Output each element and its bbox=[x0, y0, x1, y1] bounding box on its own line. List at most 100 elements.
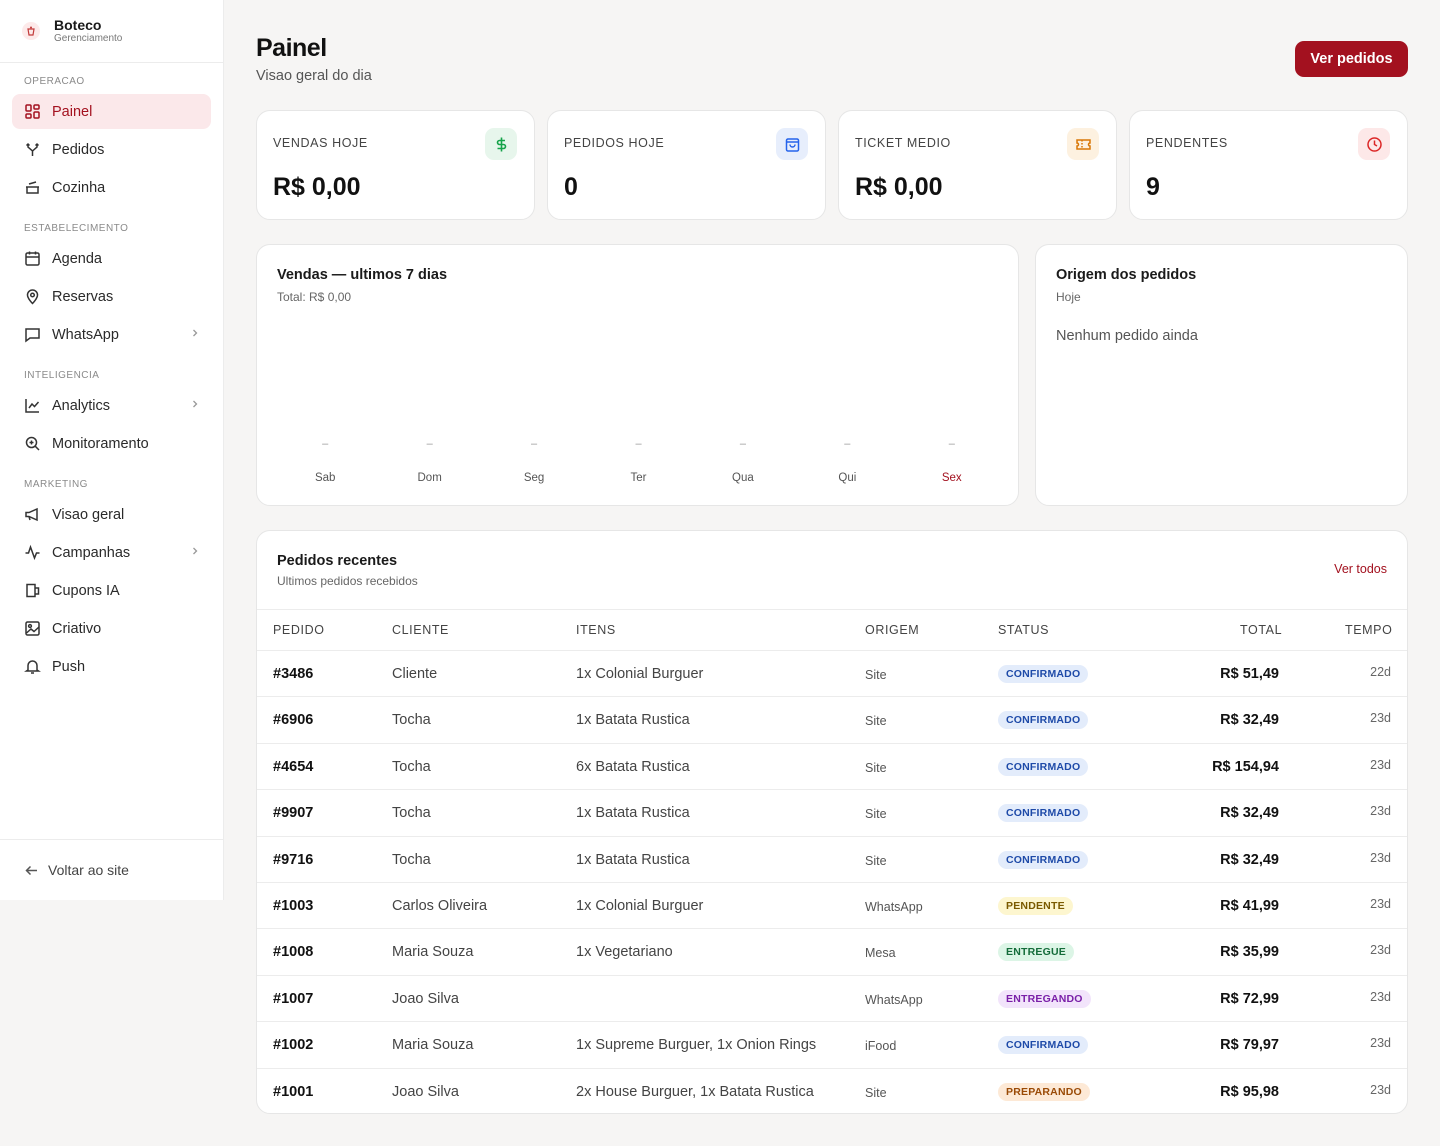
bell-icon bbox=[24, 658, 41, 675]
sales-bar-chart: – Sab – Dom – Seg – Ter – Qua – Qui – Sex bbox=[315, 438, 962, 484]
branch-icon bbox=[24, 141, 41, 158]
bar-value-label: – bbox=[844, 438, 851, 450]
x-tick-label: Dom bbox=[418, 472, 442, 484]
column-header-pedido[interactable]: PEDIDO bbox=[273, 623, 325, 637]
arrow-left-icon bbox=[25, 865, 37, 875]
table-row[interactable]: #6906 Tocha 1x Batata Rustica Site CONFIRMAD… bbox=[257, 697, 1407, 744]
sidebar-item-monitoramento[interactable]: Monitoramento bbox=[12, 426, 211, 461]
bar-value-label: – bbox=[740, 438, 747, 450]
clock-icon bbox=[1358, 128, 1390, 160]
sidebar-item-whatsapp[interactable]: WhatsApp bbox=[12, 317, 211, 352]
order-total: R$ 154,94 bbox=[1212, 758, 1279, 775]
order-time: 23d bbox=[1370, 711, 1391, 726]
column-header-itens[interactable]: ITENS bbox=[576, 623, 616, 637]
section-title-marketing: MARKETING bbox=[24, 479, 88, 490]
order-items: 1x Vegetariano bbox=[576, 944, 673, 961]
orders-subtitle: Ultimos pedidos recebidos bbox=[277, 574, 418, 588]
stat-value: R$ 0,00 bbox=[855, 173, 943, 201]
order-id[interactable]: #1003 bbox=[273, 898, 314, 914]
sidebar-item-cozinha[interactable]: Cozinha bbox=[12, 170, 211, 205]
table-row[interactable]: #1001 Joao Silva 2x House Burguer, 1x Bata… bbox=[257, 1069, 1407, 1115]
sidebar-item-painel[interactable]: Painel bbox=[12, 94, 211, 129]
sidebar-item-cupons-ia[interactable]: Cupons IA bbox=[12, 573, 211, 608]
brand-name: Boteco bbox=[54, 17, 102, 33]
bar-value-label: – bbox=[531, 438, 538, 450]
order-time: 23d bbox=[1370, 1036, 1391, 1051]
column-header-status[interactable]: STATUS bbox=[998, 623, 1050, 637]
column-header-origem[interactable]: ORIGEM bbox=[865, 623, 920, 637]
order-items: 1x Supreme Burguer, 1x Onion Rings bbox=[576, 1037, 817, 1054]
order-total: R$ 79,97 bbox=[1220, 1037, 1279, 1054]
table-row[interactable]: #1002 Maria Souza 1x Supreme Burguer, 1x O… bbox=[257, 1022, 1407, 1069]
sidebar-item-pedidos[interactable]: Pedidos bbox=[12, 132, 211, 167]
table-row[interactable]: #9907 Tocha 1x Batata Rustica Site CONFIRMAD… bbox=[257, 790, 1407, 837]
order-id[interactable]: #9716 bbox=[273, 851, 314, 868]
sidebar-item-push[interactable]: Push bbox=[12, 649, 211, 684]
view-orders-button[interactable]: Ver pedidos bbox=[1295, 41, 1408, 77]
order-id[interactable]: #1001 bbox=[273, 1083, 314, 1100]
order-client: Joao Silva bbox=[392, 990, 459, 1007]
stat-label: PEDIDOS HOJE bbox=[564, 136, 665, 150]
stat-value: 9 bbox=[1146, 173, 1160, 201]
section-title-operacao: OPERACAO bbox=[24, 76, 85, 87]
x-tick-label: Qua bbox=[732, 472, 754, 484]
sidebar-item-criativo[interactable]: Criativo bbox=[12, 611, 211, 646]
table-row[interactable]: #1007 Joao Silva WhatsApp ENTREGANDO R$ 72,9… bbox=[257, 976, 1407, 1023]
sidebar-item-label: Monitoramento bbox=[52, 435, 149, 452]
order-id[interactable]: #6906 bbox=[273, 712, 314, 729]
table-row[interactable]: #1008 Maria Souza 1x Vegetariano Mesa ENTREG… bbox=[257, 929, 1407, 976]
status-badge: ENTREGUE bbox=[998, 943, 1074, 962]
status-badge: ENTREGANDO bbox=[998, 989, 1091, 1008]
order-client: Maria Souza bbox=[392, 944, 474, 961]
order-time: 22d bbox=[1370, 665, 1391, 679]
table-row[interactable]: #9716 Tocha 1x Batata Rustica Site CONFIRMAD… bbox=[257, 837, 1407, 883]
order-items: 6x Batata Rustica bbox=[576, 758, 690, 775]
order-id[interactable]: #1008 bbox=[273, 944, 314, 961]
order-id[interactable]: #1002 bbox=[273, 1037, 314, 1054]
sidebar-item-reservas[interactable]: Reservas bbox=[12, 279, 211, 314]
bar-value-label: – bbox=[322, 438, 329, 450]
sidebar-item-label: Reservas bbox=[52, 288, 114, 305]
back-to-site-label: Voltar ao site bbox=[48, 862, 129, 878]
stat-card-pending: PENDENTES 9 bbox=[1129, 110, 1408, 220]
sidebar-item-campanhas[interactable]: Campanhas bbox=[12, 535, 211, 570]
sidebar-item-label: Analytics bbox=[52, 397, 111, 414]
brand[interactable]: Boteco Gerenciamento bbox=[0, 0, 223, 63]
order-id[interactable]: #1007 bbox=[273, 990, 314, 1007]
chevron-right-icon bbox=[193, 400, 198, 408]
order-items: 1x Batata Rustica bbox=[576, 851, 690, 868]
column-header-total[interactable]: TOTAL bbox=[1240, 623, 1283, 637]
order-total: R$ 35,99 bbox=[1220, 944, 1279, 961]
sidebar-item-agenda[interactable]: Agenda bbox=[12, 241, 211, 276]
order-id[interactable]: #9907 bbox=[273, 805, 314, 822]
table-row[interactable]: #4654 Tocha 6x Batata Rustica Site CONFIRMAD… bbox=[257, 744, 1407, 791]
column-header-cliente[interactable]: CLIENTE bbox=[392, 623, 449, 637]
order-total: R$ 72,99 bbox=[1220, 990, 1279, 1007]
order-id[interactable]: #3486 bbox=[273, 666, 314, 682]
bar-value-label: – bbox=[949, 438, 956, 450]
origin-empty-message: Nenhum pedido ainda bbox=[1056, 328, 1198, 344]
sidebar-item-visao-geral[interactable]: Visao geral bbox=[12, 497, 211, 532]
chart-subtitle: Total: R$ 0,00 bbox=[277, 290, 352, 304]
column-header-tempo[interactable]: TEMPO bbox=[1345, 623, 1393, 637]
status-badge: CONFIRMADO bbox=[998, 804, 1089, 823]
sidebar-item-label: Cupons IA bbox=[52, 582, 120, 599]
sidebar-item-analytics[interactable]: Analytics bbox=[12, 388, 211, 423]
sidebar-item-label: WhatsApp bbox=[52, 326, 119, 343]
order-time: 23d bbox=[1370, 850, 1391, 865]
bar-value-label: – bbox=[427, 438, 434, 450]
table-row[interactable]: #3486 Cliente 1x Colonial Burguer Site CONFI… bbox=[257, 651, 1407, 698]
sidebar: Boteco Gerenciamento OPERACAO Painel Ped… bbox=[0, 0, 224, 900]
coupon-icon bbox=[24, 582, 41, 599]
status-badge: CONFIRMADO bbox=[998, 850, 1089, 869]
table-row[interactable]: #1003 Carlos Oliveira 1x Colonial Burguer W… bbox=[257, 883, 1407, 930]
order-id[interactable]: #4654 bbox=[273, 758, 314, 775]
status-badge: PREPARANDO bbox=[998, 1082, 1090, 1101]
order-total: R$ 95,98 bbox=[1220, 1083, 1279, 1100]
status-badge: CONFIRMADO bbox=[998, 1036, 1089, 1055]
order-origin: WhatsApp bbox=[865, 900, 923, 914]
back-to-site-link[interactable]: Voltar ao site bbox=[0, 839, 223, 900]
order-time: 23d bbox=[1370, 804, 1391, 819]
view-all-link[interactable]: Ver todos bbox=[1334, 562, 1387, 576]
order-origin: iFood bbox=[865, 1039, 897, 1054]
